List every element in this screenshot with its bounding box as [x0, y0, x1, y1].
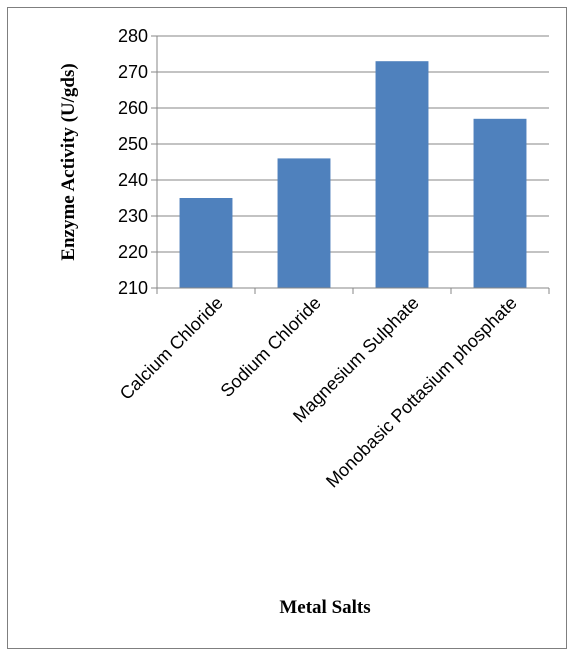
chart-frame: 210 220 230 240 250 260 270 280 Calcium Chlorid…	[7, 7, 567, 649]
y-tick-label-230: 230	[118, 206, 148, 226]
y-tick-label-220: 220	[118, 242, 148, 262]
x-axis-title: Metal Salts	[279, 597, 370, 618]
bar-3	[473, 118, 527, 288]
x-tick-label-3: Monobasic Pottasium phosphate	[322, 293, 521, 492]
bar-2	[375, 61, 429, 289]
y-tick-labels: 210 220 230 240 250 260 270 280	[118, 26, 148, 298]
y-tick-label-270: 270	[118, 62, 148, 82]
bars	[179, 61, 527, 289]
bar-0	[179, 198, 233, 288]
bar-chart: 210 220 230 240 250 260 270 280 Calcium Chlorid…	[58, 26, 550, 618]
y-axis-title: Enzyme Activity (U/gds)	[58, 63, 79, 260]
y-tick-label-240: 240	[118, 170, 148, 190]
y-tick-label-250: 250	[118, 134, 148, 154]
bar-1	[277, 158, 331, 288]
x-tick-label-0: Calcium Chloride	[116, 293, 227, 404]
y-tick-label-280: 280	[118, 26, 148, 46]
y-tick-label-210: 210	[118, 278, 148, 298]
x-tick-label-1: Sodium Chloride	[217, 293, 325, 401]
axes	[151, 35, 550, 294]
y-tick-label-260: 260	[118, 98, 148, 118]
